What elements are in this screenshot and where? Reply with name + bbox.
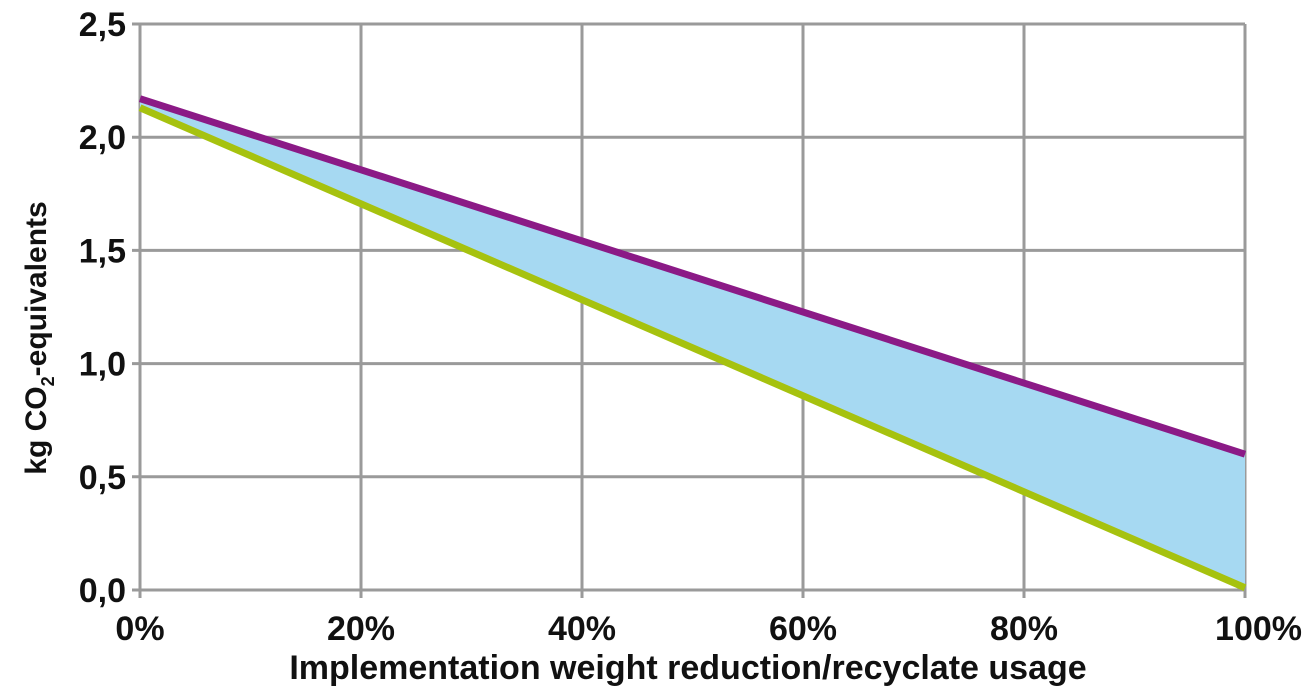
chart-grid bbox=[132, 22, 1247, 598]
series-lines bbox=[138, 95, 1247, 591]
y-tick-label: 2,5 bbox=[79, 6, 126, 44]
y-tick-label: 2,0 bbox=[79, 119, 126, 157]
series-line-lower bbox=[138, 104, 1247, 591]
y-tick-label: 1,5 bbox=[79, 232, 126, 270]
y-tick-label: 0,0 bbox=[79, 572, 126, 610]
y-axis-title-suffix: -equivalents bbox=[20, 201, 53, 376]
x-tick-label: 60% bbox=[769, 610, 837, 648]
x-tick-label: 20% bbox=[327, 610, 395, 648]
x-tick-label: 100% bbox=[1215, 610, 1302, 648]
y-axis-title: kg CO2-equivalents bbox=[20, 201, 58, 474]
y-tick-label: 0,5 bbox=[79, 459, 126, 497]
series-line-upper bbox=[138, 95, 1247, 458]
y-axis-title-subscript: 2 bbox=[38, 376, 58, 386]
x-tick-label: 0% bbox=[115, 610, 164, 648]
y-axis-title-prefix: kg CO bbox=[20, 386, 53, 474]
y-tick-label: 1,0 bbox=[79, 346, 126, 384]
x-axis-title: Implementation weight reduction/recyclat… bbox=[289, 649, 1086, 687]
x-tick-label: 40% bbox=[548, 610, 616, 648]
y-axis-tick-labels: 0,0 0,5 1,0 1,5 2,0 2,5 bbox=[79, 6, 126, 610]
x-axis-tick-labels: 0% 20% 40% 60% 80% 100% bbox=[115, 610, 1302, 648]
x-tick-label: 80% bbox=[990, 610, 1058, 648]
